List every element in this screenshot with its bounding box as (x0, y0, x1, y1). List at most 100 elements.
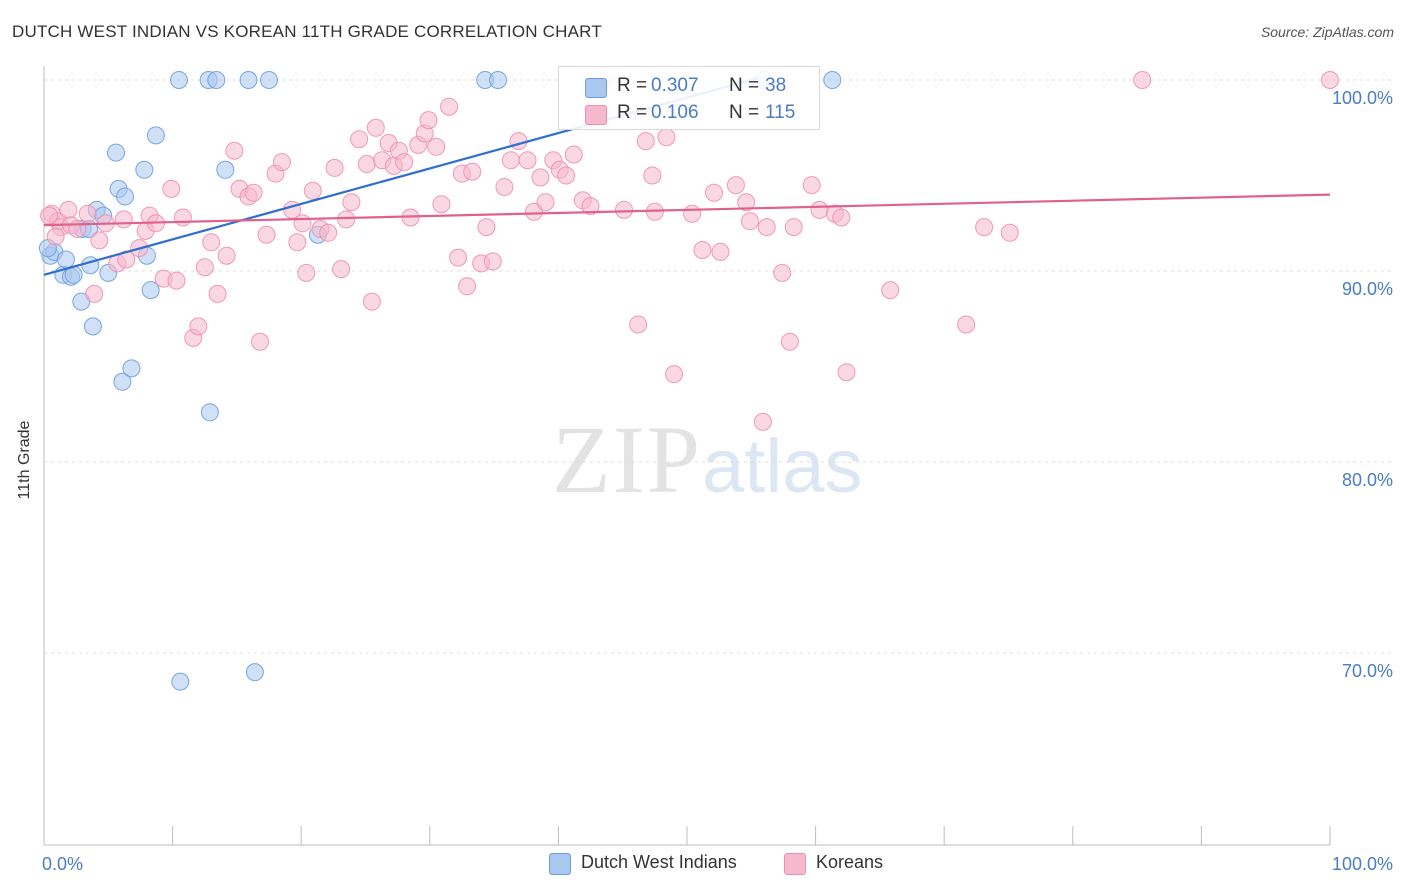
point-koreans (802, 176, 821, 195)
point-koreans (325, 158, 344, 177)
point-koreans (636, 132, 655, 151)
point-koreans (665, 365, 684, 384)
point-koreans (319, 223, 338, 242)
point-koreans (881, 281, 900, 300)
point-koreans (784, 218, 803, 237)
point-koreans (1133, 71, 1152, 89)
point-dutch-west-indians (83, 317, 102, 336)
legend-label: Dutch West Indians (581, 852, 737, 872)
point-koreans (244, 183, 263, 202)
point-koreans (657, 128, 676, 147)
point-koreans (40, 206, 59, 225)
point-dutch-west-indians (245, 663, 264, 682)
y-tick-label: 80.0% (1342, 470, 1393, 490)
point-koreans (477, 218, 496, 237)
point-dutch-west-indians (260, 71, 278, 89)
point-koreans (458, 277, 477, 296)
point-koreans (78, 204, 97, 223)
legend-swatch-blue (549, 853, 571, 875)
legend-swatch-pink (784, 853, 806, 875)
point-koreans (85, 284, 104, 303)
trend-line-koreans (43, 193, 1331, 227)
n-value: 38 (765, 75, 787, 96)
point-koreans (357, 155, 376, 173)
n-value: 115 (765, 102, 796, 123)
stats-row-koreans: R = 0.106 N = 115 (559, 100, 819, 128)
point-koreans (495, 178, 514, 196)
point-dutch-west-indians (135, 160, 154, 179)
point-dutch-west-indians (216, 160, 235, 179)
point-koreans (59, 200, 78, 219)
point-koreans (342, 193, 361, 212)
point-koreans (753, 412, 772, 431)
point-koreans (683, 204, 702, 223)
point-koreans (557, 166, 576, 185)
x-tick-label: 0.0% (42, 854, 83, 874)
point-koreans (615, 200, 633, 219)
point-koreans (726, 176, 745, 195)
point-koreans (957, 315, 976, 334)
point-koreans (419, 111, 438, 130)
point-dutch-west-indians (122, 359, 141, 378)
point-dutch-west-indians (107, 143, 125, 162)
point-koreans (208, 284, 227, 303)
point-dutch-west-indians (200, 403, 219, 422)
chart-title: DUTCH WEST INDIAN VS KOREAN 11TH GRADE C… (12, 22, 602, 41)
point-koreans (217, 246, 236, 265)
legend-swatch-pink (585, 105, 607, 125)
r-value: 0.106 (651, 102, 699, 123)
point-koreans (251, 332, 269, 351)
point-dutch-west-indians (823, 71, 842, 89)
r-value: 0.307 (651, 75, 699, 96)
tick-labels: 100.0% 90.0% 80.0% 70.0% 0.0% 100.0% (42, 88, 1393, 874)
axes (43, 66, 1331, 846)
point-koreans (518, 151, 537, 170)
point-dutch-west-indians (56, 250, 75, 269)
n-label: N = (729, 102, 760, 123)
point-koreans (975, 218, 994, 237)
point-koreans (303, 181, 322, 200)
point-koreans (711, 242, 730, 261)
point-koreans (68, 220, 87, 238)
point-dutch-west-indians (170, 71, 188, 89)
point-koreans (509, 132, 528, 151)
point-koreans (737, 193, 756, 212)
stats-row-dutch-west-indians: R = 0.307 N = 38 (559, 73, 819, 101)
point-dutch-west-indians (116, 187, 134, 206)
point-koreans (167, 271, 186, 290)
stats-legend: R = 0.307 N = 38 R = 0.106 N = 115 (558, 66, 820, 130)
point-koreans (337, 210, 356, 229)
point-dutch-west-indians (146, 126, 165, 145)
point-koreans (501, 151, 520, 170)
point-koreans (463, 162, 482, 181)
point-koreans (195, 258, 214, 277)
point-koreans (366, 118, 385, 137)
point-dutch-west-indians (207, 71, 226, 89)
grid-lines (44, 79, 1395, 654)
point-koreans (432, 195, 451, 214)
point-koreans (173, 208, 192, 227)
point-koreans (449, 248, 468, 267)
x-tick-label: 100.0% (1332, 854, 1393, 874)
chart-source: Source: ZipAtlas.com (1260, 24, 1394, 40)
n-label: N = (729, 75, 760, 96)
point-koreans (189, 317, 208, 336)
point-koreans (536, 193, 555, 212)
point-koreans (350, 130, 369, 149)
point-koreans (837, 363, 856, 382)
point-koreans (288, 233, 307, 252)
point-koreans (1000, 223, 1019, 242)
point-koreans (90, 231, 109, 250)
point-koreans (832, 208, 851, 227)
point-koreans (114, 210, 133, 229)
point-koreans (705, 183, 723, 202)
point-koreans (810, 200, 829, 219)
point-koreans (46, 227, 65, 246)
point-dutch-west-indians (171, 672, 190, 691)
y-tick-label: 100.0% (1332, 88, 1393, 108)
point-koreans (531, 168, 550, 187)
point-koreans (564, 145, 583, 164)
point-koreans (741, 212, 759, 231)
point-koreans (773, 263, 792, 282)
point-koreans (629, 315, 648, 334)
